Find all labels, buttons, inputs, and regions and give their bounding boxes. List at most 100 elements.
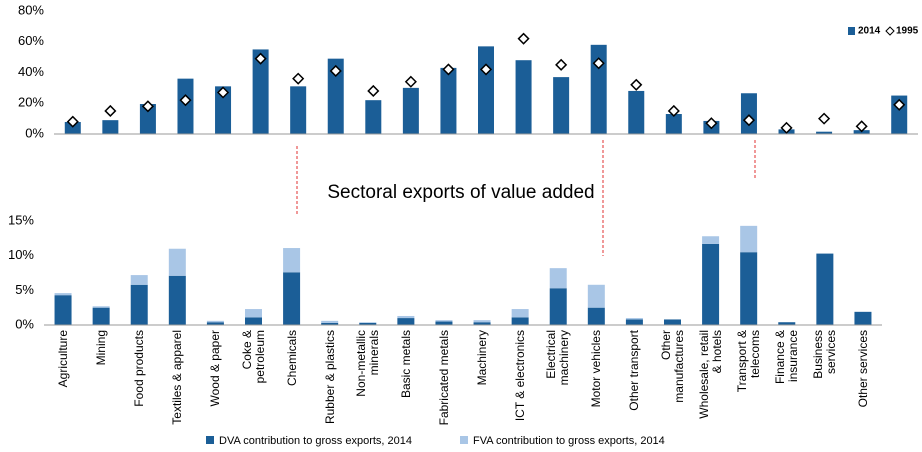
x-tick-label: Wholesale, retail & hotels — [696, 330, 724, 419]
x-tick-label: Rubber & plastics — [322, 330, 337, 425]
bar — [64, 122, 81, 134]
marker-1995 — [667, 104, 680, 117]
y-tick-label: 20% — [18, 95, 44, 110]
bar — [740, 93, 757, 134]
marker-1995 — [855, 120, 868, 133]
x-tick-label: Motor vehicles — [588, 330, 603, 408]
y-tick-label: 80% — [18, 2, 44, 17]
bar-segment — [740, 225, 758, 253]
bar — [139, 104, 156, 134]
bar-segment — [206, 320, 224, 323]
bar — [290, 86, 307, 134]
x-tick-label: Food products — [131, 330, 146, 407]
bar-segment — [397, 315, 415, 319]
legend-label: DVA contribution to gross exports, 2014 — [219, 435, 412, 447]
bar-segment — [130, 275, 148, 285]
marker-1995 — [742, 114, 756, 127]
bar-segment — [473, 322, 491, 325]
marker-1995 — [630, 78, 643, 91]
bar-segment — [130, 284, 148, 325]
bar-segment — [168, 275, 186, 325]
marker-1995 — [517, 32, 530, 45]
legend-label: 1995 — [896, 26, 919, 37]
bar — [365, 100, 382, 134]
bar — [102, 120, 119, 134]
bar — [515, 60, 532, 135]
marker-1995 — [292, 72, 305, 85]
bar-segment — [664, 319, 681, 325]
x-tick-label: Fabricated metals — [436, 330, 451, 426]
y-tick-label: 40% — [18, 64, 44, 79]
marker-1995 — [442, 63, 455, 76]
bar-segment — [511, 309, 529, 318]
bar-segment — [778, 322, 796, 325]
marker-1995 — [592, 57, 605, 70]
marker-1995 — [404, 75, 417, 88]
bar-segment — [283, 248, 301, 273]
bar-segment — [92, 306, 110, 308]
y-tick-label: 0% — [25, 125, 44, 140]
x-tick-label: Electrical machinery — [544, 330, 572, 386]
bar-segment — [245, 309, 262, 318]
bar-segment — [283, 272, 301, 325]
bar-segment — [473, 320, 491, 323]
bar-segment — [321, 320, 339, 323]
bar-segment — [435, 320, 453, 322]
bar-segment — [435, 321, 453, 325]
bar — [402, 87, 419, 134]
bar-segment — [245, 317, 262, 325]
x-tick-label: Agriculture — [55, 330, 70, 388]
bar — [590, 44, 607, 135]
x-tick-label: Coke & petroleum — [239, 330, 267, 384]
legend-swatch — [885, 26, 895, 36]
marker-1995 — [555, 58, 568, 71]
bar-segment — [321, 322, 339, 325]
marker-1995 — [141, 100, 154, 113]
bar — [628, 90, 645, 134]
legend-swatch — [206, 436, 214, 444]
bar — [327, 58, 344, 134]
bar — [252, 49, 269, 134]
bar-segment — [702, 243, 720, 325]
bar — [215, 86, 232, 134]
marker-1995 — [104, 104, 117, 117]
x-tick-label: Textiles & apparel — [169, 330, 184, 425]
marker-1995 — [329, 64, 342, 78]
legend-swatch — [460, 436, 468, 444]
x-tick-label: Other transport — [626, 330, 641, 411]
bar-segment — [625, 318, 643, 320]
bar-segment — [740, 252, 758, 325]
chart-title: Sectoral exports of value added — [327, 182, 594, 203]
bar-segment — [92, 307, 110, 325]
bar — [478, 46, 494, 134]
bar-segment — [587, 307, 605, 325]
bar-segment — [511, 317, 529, 325]
bar-segment — [359, 322, 377, 323]
marker-1995 — [254, 52, 267, 65]
x-tick-label: Other manufactures — [658, 330, 686, 403]
x-tick-label: Business services — [810, 330, 838, 379]
bar-segment — [587, 284, 605, 308]
marker-1995 — [179, 94, 192, 107]
bar — [553, 77, 570, 134]
x-tick-label: Basic metals — [398, 330, 413, 399]
x-tick-label: Chemicals — [284, 330, 299, 387]
x-tick-label: Machinery — [474, 330, 489, 386]
bar-segment — [549, 288, 567, 325]
bar — [440, 67, 457, 134]
marker-1995 — [216, 86, 230, 99]
bar-segment — [816, 253, 834, 325]
bar-segment — [168, 248, 186, 276]
bar-segment — [206, 322, 224, 325]
bar — [177, 78, 194, 134]
y-tick-label: 15% — [8, 212, 34, 227]
x-tick-label: Finance & insurance — [772, 330, 800, 385]
x-tick-label: Wood & paper — [207, 330, 222, 407]
bar — [816, 131, 833, 134]
legend-label: 2014 — [858, 26, 881, 37]
bar-segment — [625, 319, 643, 325]
bar — [665, 114, 682, 134]
marker-1995 — [818, 112, 831, 125]
marker-1995 — [367, 84, 380, 98]
